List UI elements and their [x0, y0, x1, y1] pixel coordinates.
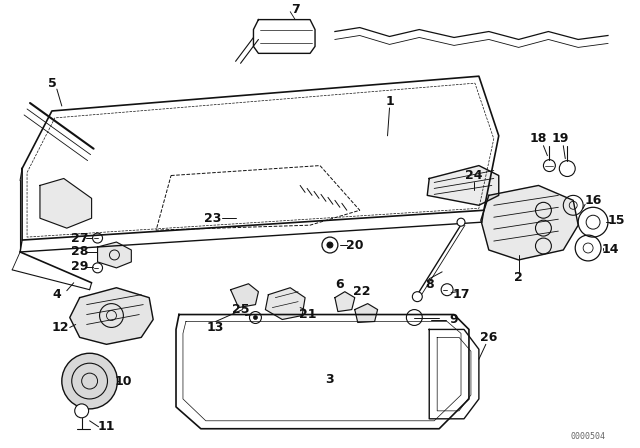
Polygon shape: [230, 284, 259, 308]
Circle shape: [457, 218, 465, 226]
Text: 17: 17: [452, 288, 470, 301]
Text: 16: 16: [584, 194, 602, 207]
Circle shape: [412, 292, 422, 302]
Circle shape: [327, 242, 333, 248]
Text: 7: 7: [291, 3, 300, 16]
Polygon shape: [335, 292, 355, 311]
Text: 12: 12: [51, 321, 68, 334]
Polygon shape: [266, 288, 305, 319]
Text: 2: 2: [514, 271, 523, 284]
Text: 6: 6: [335, 278, 344, 291]
Text: 14: 14: [601, 244, 619, 257]
Circle shape: [253, 315, 257, 319]
Text: 22: 22: [353, 285, 371, 298]
Polygon shape: [481, 185, 578, 260]
Text: 1: 1: [385, 95, 394, 108]
Text: 29: 29: [71, 260, 88, 273]
Text: 28: 28: [71, 246, 88, 258]
Text: 13: 13: [207, 321, 225, 334]
Text: 0000504: 0000504: [571, 432, 605, 441]
Text: 11: 11: [98, 420, 115, 433]
Text: 21: 21: [300, 308, 317, 321]
Text: 8: 8: [425, 278, 433, 291]
Text: 18: 18: [530, 132, 547, 145]
Circle shape: [62, 353, 117, 409]
Text: 20: 20: [346, 238, 364, 251]
Polygon shape: [428, 166, 499, 205]
Text: 25: 25: [232, 303, 250, 316]
Text: 3: 3: [326, 373, 334, 386]
Text: 23: 23: [204, 212, 221, 225]
Text: 15: 15: [607, 214, 625, 227]
Text: 27: 27: [71, 232, 88, 245]
Polygon shape: [70, 288, 153, 345]
Polygon shape: [97, 242, 131, 268]
Polygon shape: [355, 304, 378, 323]
Text: 9: 9: [450, 313, 458, 326]
Text: 10: 10: [115, 375, 132, 388]
Text: 26: 26: [480, 331, 497, 344]
Circle shape: [75, 404, 88, 418]
Text: 19: 19: [552, 132, 569, 145]
Text: 24: 24: [465, 169, 483, 182]
Polygon shape: [40, 178, 92, 228]
Text: 4: 4: [52, 288, 61, 301]
Text: 5: 5: [47, 77, 56, 90]
